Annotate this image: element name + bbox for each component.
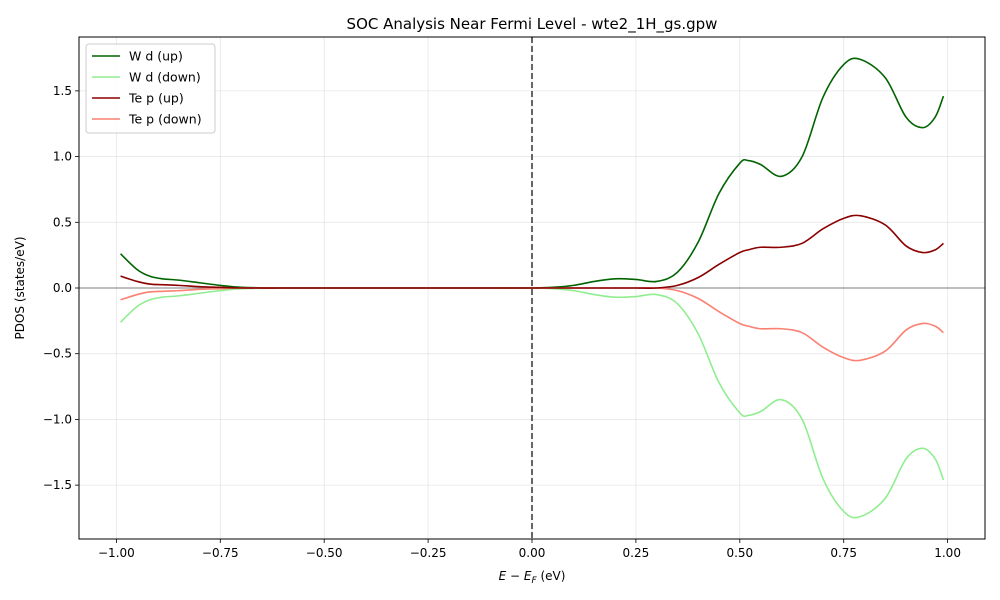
x-tick-label: −0.50 <box>306 546 343 560</box>
legend-label-w-d-down: W d (down) <box>129 70 201 85</box>
x-tick-label: 0.25 <box>623 546 650 560</box>
x-tick-label: −1.00 <box>98 546 135 560</box>
y-tick-label: 1.0 <box>53 150 72 164</box>
chart-title: SOC Analysis Near Fermi Level - wte2_1H_… <box>347 15 718 34</box>
x-tick-label: −0.25 <box>410 546 447 560</box>
y-tick-label: −1.0 <box>43 412 72 426</box>
legend-label-w-d-up: W d (up) <box>129 49 183 64</box>
y-tick-label: 0.5 <box>53 215 72 229</box>
legend-label-te-p-down: Te p (down) <box>128 112 202 127</box>
x-axis-label: E − EF (eV) <box>499 569 566 586</box>
x-tick-label: 0.50 <box>726 546 753 560</box>
x-axis-label-unit: (eV) <box>537 569 566 583</box>
y-tick-label: 0.0 <box>53 281 72 295</box>
x-tick-label: 0.00 <box>519 546 546 560</box>
y-tick-label: 1.5 <box>53 84 72 98</box>
x-axis-label-main: E − E <box>499 569 532 583</box>
x-axis-label-subscript: F <box>531 576 537 586</box>
x-tick-label: −0.75 <box>202 546 239 560</box>
x-tick-label: 0.75 <box>830 546 857 560</box>
y-axis-ticks: −1.5 −1.0 −0.5 0.0 0.5 1.0 1.5 <box>43 84 79 492</box>
x-axis-ticks: −1.00 −0.75 −0.50 −0.25 0.00 0.25 0.50 0.75 1.00 <box>98 539 961 560</box>
y-tick-label: −1.5 <box>43 478 72 492</box>
series-line-te-p-up <box>120 214 944 289</box>
y-tick-label: −0.5 <box>43 347 72 361</box>
x-tick-label: 1.00 <box>934 546 961 560</box>
y-axis-label: PDOS (states/eV) <box>13 236 27 339</box>
series-line-w-d-down <box>120 287 945 519</box>
legend: W d (up) W d (down) Te p (up) Te p (down) <box>85 43 216 134</box>
legend-box <box>85 43 216 134</box>
series-layer <box>120 57 945 519</box>
legend-label-te-p-up: Te p (up) <box>128 91 184 106</box>
series-line-w-d-up <box>120 57 945 289</box>
